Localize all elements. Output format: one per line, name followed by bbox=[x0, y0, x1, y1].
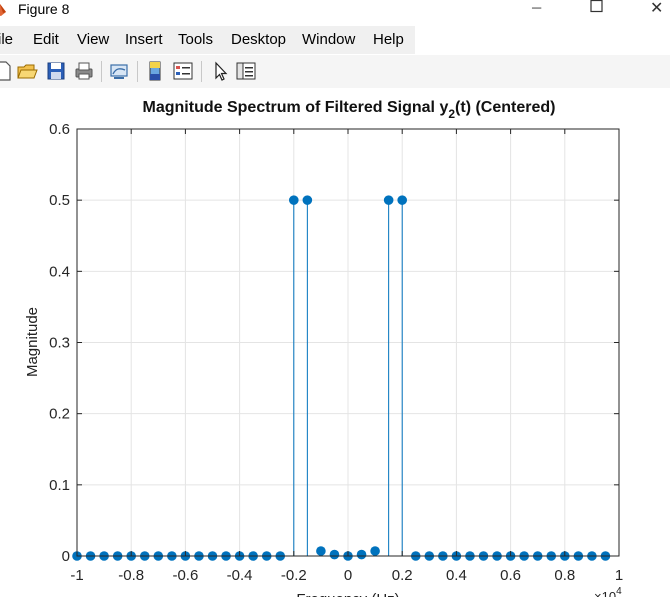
x-tick-label: 0.6 bbox=[500, 567, 521, 584]
stem-marker[interactable] bbox=[356, 549, 367, 560]
menu-view[interactable]: View bbox=[77, 31, 110, 48]
stem-marker[interactable] bbox=[397, 195, 408, 205]
menu-desktop[interactable]: Desktop bbox=[231, 31, 287, 48]
x-tick-label: 0.2 bbox=[392, 567, 413, 584]
minimize-icon: ─ bbox=[532, 0, 542, 15]
matlab-logo-icon bbox=[0, 4, 6, 16]
menu-window[interactable]: Window bbox=[302, 31, 356, 48]
stem-marker[interactable] bbox=[302, 195, 313, 205]
toolbar bbox=[0, 55, 670, 88]
stem-marker[interactable] bbox=[383, 195, 394, 205]
y-tick-label: 0.4 bbox=[49, 263, 70, 280]
x-tick-label: 1 bbox=[615, 567, 623, 584]
menu-file[interactable]: ile bbox=[0, 31, 14, 48]
stem-marker[interactable] bbox=[329, 549, 340, 560]
menu-tools[interactable]: Tools bbox=[178, 31, 214, 48]
x-axis-label: Frequency (Hz) bbox=[296, 591, 399, 597]
y-axis-label: Magnitude bbox=[24, 307, 41, 377]
property-inspector-icon[interactable] bbox=[235, 60, 257, 82]
menu-insert[interactable]: Insert bbox=[125, 31, 163, 48]
stem-plot[interactable]: Magnitude Spectrum of Filtered Signal y2… bbox=[0, 89, 670, 597]
colorbar-icon[interactable] bbox=[144, 60, 166, 82]
minimize-button[interactable]: ─ bbox=[520, 0, 560, 22]
save-icon[interactable] bbox=[45, 60, 67, 82]
x-tick-label: -0.6 bbox=[172, 567, 198, 584]
y-tick-label: 0.6 bbox=[49, 121, 70, 138]
window-titlebar: Figure 8 ─ ✕ bbox=[0, 0, 670, 22]
legend-icon[interactable] bbox=[172, 60, 194, 82]
new-figure-icon[interactable] bbox=[0, 60, 14, 82]
stem-marker[interactable] bbox=[316, 546, 326, 556]
menu-help[interactable]: Help bbox=[373, 31, 404, 48]
chart-title: Magnitude Spectrum of Filtered Signal y2… bbox=[143, 99, 556, 121]
x-tick-label: -0.2 bbox=[281, 567, 307, 584]
x-tick-label: -0.4 bbox=[227, 567, 253, 584]
y-tick-label: 0 bbox=[62, 548, 70, 565]
link-icon[interactable] bbox=[108, 60, 130, 82]
y-tick-label: 0.2 bbox=[49, 406, 70, 423]
x-tick-label: 0.4 bbox=[446, 567, 467, 584]
x-tick-label: -0.8 bbox=[118, 567, 144, 584]
y-tick-label: 0.1 bbox=[49, 477, 70, 494]
maximize-button[interactable] bbox=[577, 0, 617, 22]
menu-edit[interactable]: Edit bbox=[33, 31, 59, 48]
pointer-icon[interactable] bbox=[209, 60, 231, 82]
print-icon[interactable] bbox=[73, 60, 95, 82]
close-button[interactable]: ✕ bbox=[636, 0, 670, 22]
window-title: Figure 8 bbox=[18, 1, 70, 17]
menu-bar: ile Edit View Insert Tools Desktop Windo… bbox=[0, 26, 415, 54]
figure-canvas: Magnitude Spectrum of Filtered Signal y2… bbox=[0, 89, 670, 597]
x-tick-label: -1 bbox=[70, 567, 83, 584]
close-icon: ✕ bbox=[650, 0, 664, 17]
x-tick-label: 0 bbox=[344, 567, 352, 584]
stem-marker[interactable] bbox=[289, 195, 299, 205]
open-file-icon[interactable] bbox=[16, 60, 38, 82]
x-axis-multiplier: ×104 bbox=[594, 586, 622, 597]
y-tick-label: 0.3 bbox=[49, 335, 70, 352]
x-tick-label: 0.8 bbox=[554, 567, 575, 584]
maximize-icon bbox=[590, 0, 603, 13]
y-tick-label: 0.5 bbox=[49, 192, 70, 209]
stem-marker[interactable] bbox=[370, 546, 380, 556]
